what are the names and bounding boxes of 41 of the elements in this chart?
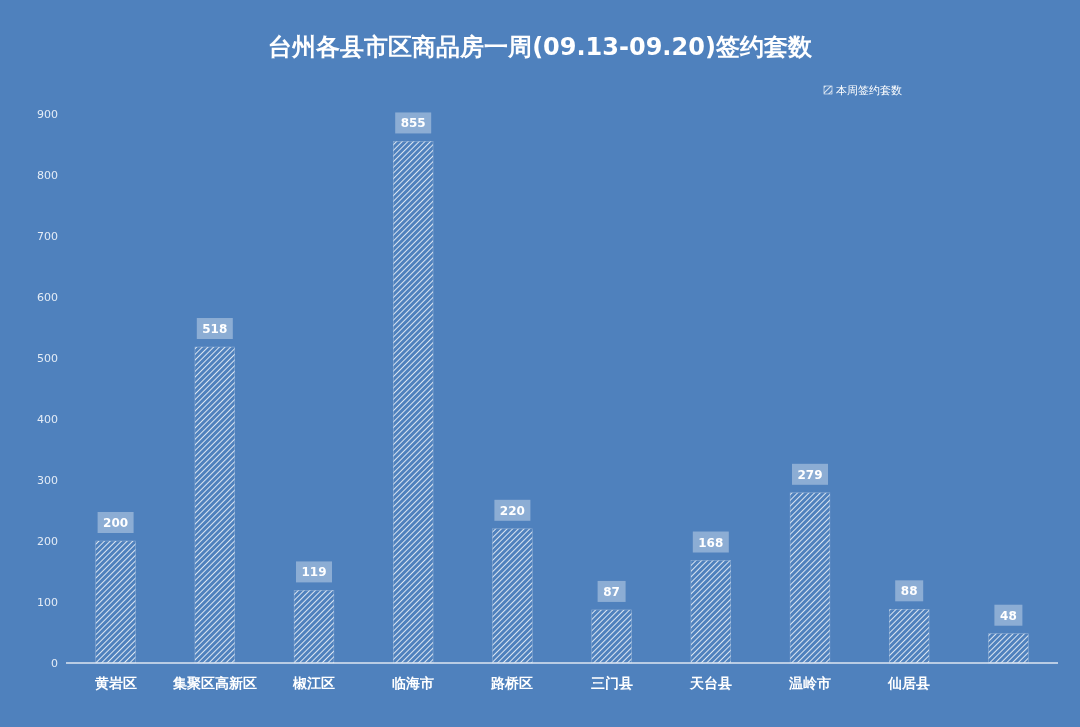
y-tick-label: 900 — [37, 107, 58, 121]
x-tick-label: 温岭市 — [788, 675, 831, 691]
y-tick-label: 500 — [37, 351, 58, 365]
bar — [492, 528, 533, 664]
bar — [95, 540, 136, 664]
y-tick-label: 800 — [37, 168, 58, 182]
bar — [988, 633, 1029, 664]
bar — [293, 590, 335, 664]
bar — [393, 141, 434, 664]
y-tick-label: 100 — [37, 595, 58, 609]
y-tick-label: 400 — [37, 412, 58, 426]
x-tick-label: 椒江区 — [292, 675, 335, 691]
bar — [889, 609, 930, 664]
y-tick-label: 0 — [51, 656, 58, 670]
data-label: 168 — [698, 535, 724, 550]
chart-title: 台州各县市区商品房一周(09.13-09.20)签约套数 — [268, 33, 813, 61]
y-tick-label: 200 — [37, 534, 58, 548]
y-tick-label: 700 — [37, 229, 58, 243]
data-label: 48 — [1000, 608, 1017, 623]
data-label: 855 — [400, 116, 426, 131]
data-label: 518 — [202, 322, 228, 337]
bar — [789, 492, 831, 664]
bar — [591, 609, 632, 664]
data-label: 220 — [499, 503, 525, 518]
bar — [194, 346, 235, 664]
x-tick-label: 仙居县 — [887, 675, 931, 691]
legend-label: 本周签约套数 — [836, 83, 902, 97]
bar — [690, 560, 731, 664]
x-tick-label: 路桥区 — [490, 675, 534, 691]
y-tick-label: 300 — [37, 473, 58, 487]
y-tick-label: 600 — [37, 290, 58, 304]
x-tick-label: 临海市 — [392, 675, 435, 691]
x-tick-label: 黄岩区 — [93, 675, 137, 691]
data-label: 87 — [603, 584, 620, 599]
data-label: 88 — [900, 584, 918, 599]
x-tick-label: 三门县 — [590, 675, 633, 691]
x-tick-label: 集聚区高新区 — [171, 675, 257, 691]
x-tick-label: 天台县 — [688, 675, 732, 691]
data-label: 279 — [797, 467, 823, 482]
data-label: 200 — [103, 516, 129, 530]
data-label: 119 — [301, 565, 327, 580]
